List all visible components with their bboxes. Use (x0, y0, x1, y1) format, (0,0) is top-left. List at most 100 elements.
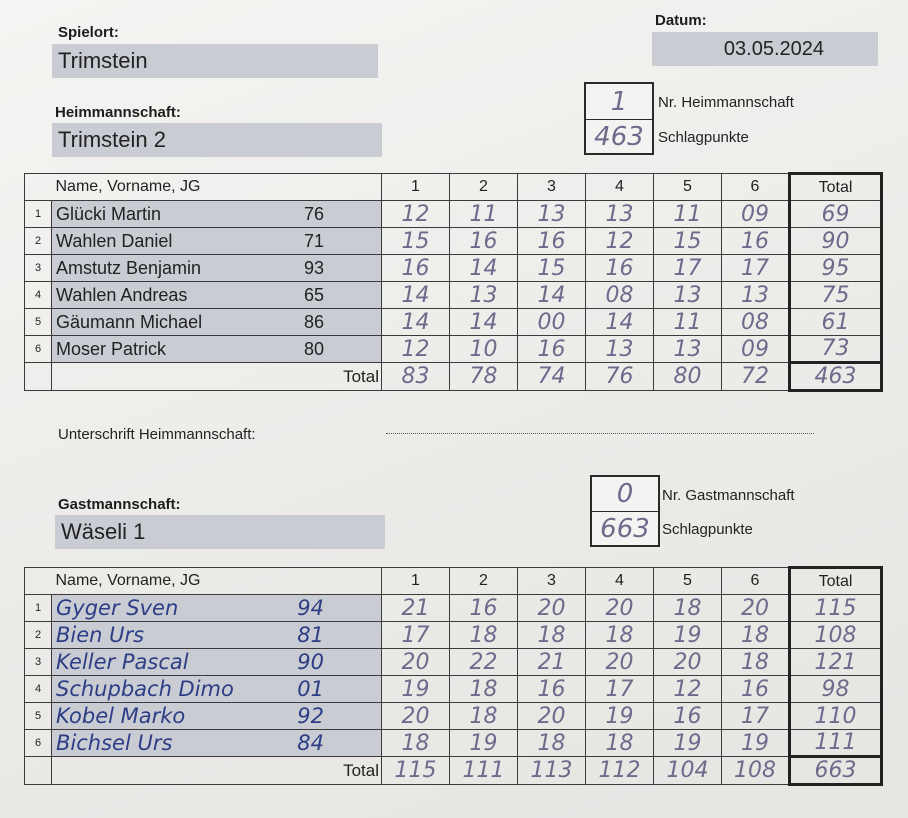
player-name-cell[interactable]: Glücki Martin 76 (51, 200, 382, 228)
round-total-cell[interactable]: 108 (721, 756, 790, 785)
score-cell[interactable]: 15 (653, 227, 722, 255)
player-name-cell[interactable]: Kobel Marko 92 (51, 702, 382, 730)
score-cell[interactable]: 15 (517, 254, 586, 282)
score-cell[interactable]: 14 (381, 308, 450, 336)
player-name-cell[interactable]: Bichsel Urs 84 (51, 729, 382, 757)
score-cell[interactable]: 15 (381, 227, 450, 255)
score-cell[interactable]: 19 (449, 729, 518, 757)
score-cell[interactable]: 18 (449, 621, 518, 649)
score-cell[interactable]: 12 (585, 227, 654, 255)
score-cell[interactable]: 13 (653, 335, 722, 363)
score-cell[interactable]: 08 (585, 281, 654, 309)
score-cell[interactable]: 21 (517, 648, 586, 676)
score-cell[interactable]: 18 (585, 621, 654, 649)
score-cell[interactable]: 18 (721, 648, 790, 676)
score-cell[interactable]: 22 (449, 648, 518, 676)
score-cell[interactable]: 11 (449, 200, 518, 228)
score-cell[interactable]: 13 (721, 281, 790, 309)
score-cell[interactable]: 16 (517, 227, 586, 255)
player-total-cell[interactable]: 95 (788, 254, 883, 282)
score-cell[interactable]: 17 (653, 254, 722, 282)
score-cell[interactable]: 12 (381, 335, 450, 363)
score-cell[interactable]: 12 (381, 200, 450, 228)
player-total-cell[interactable]: 115 (788, 594, 883, 622)
score-cell[interactable]: 20 (381, 702, 450, 730)
score-cell[interactable]: 18 (449, 675, 518, 703)
score-cell[interactable]: 16 (449, 227, 518, 255)
score-cell[interactable]: 19 (653, 621, 722, 649)
player-total-cell[interactable]: 73 (788, 335, 883, 363)
score-cell[interactable]: 08 (721, 308, 790, 336)
score-cell[interactable]: 20 (585, 648, 654, 676)
score-cell[interactable]: 20 (517, 594, 586, 622)
score-cell[interactable]: 19 (721, 729, 790, 757)
player-name-cell[interactable]: Wahlen Andreas 65 (51, 281, 382, 309)
grand-total-cell[interactable]: 663 (788, 755, 883, 786)
home-team-field[interactable]: Trimstein 2 (52, 123, 382, 157)
round-total-cell[interactable]: 72 (721, 362, 790, 391)
round-total-cell[interactable]: 113 (517, 756, 586, 785)
score-cell[interactable]: 16 (517, 335, 586, 363)
round-total-cell[interactable]: 78 (449, 362, 518, 391)
score-cell[interactable]: 20 (381, 648, 450, 676)
score-cell[interactable]: 17 (721, 254, 790, 282)
score-cell[interactable]: 18 (585, 729, 654, 757)
score-cell[interactable]: 18 (721, 621, 790, 649)
home-points-box[interactable]: 463 (584, 119, 654, 155)
round-total-cell[interactable]: 74 (517, 362, 586, 391)
score-cell[interactable]: 09 (721, 335, 790, 363)
score-cell[interactable]: 14 (449, 254, 518, 282)
player-name-cell[interactable]: Moser Patrick 80 (51, 335, 382, 363)
score-cell[interactable]: 13 (449, 281, 518, 309)
round-total-cell[interactable]: 76 (585, 362, 654, 391)
score-cell[interactable]: 20 (721, 594, 790, 622)
score-cell[interactable]: 18 (449, 702, 518, 730)
score-cell[interactable]: 14 (449, 308, 518, 336)
signature-line[interactable] (386, 432, 814, 434)
score-cell[interactable]: 09 (721, 200, 790, 228)
score-cell[interactable]: 19 (381, 675, 450, 703)
player-total-cell[interactable]: 121 (788, 648, 883, 676)
score-cell[interactable]: 17 (585, 675, 654, 703)
score-cell[interactable]: 20 (653, 648, 722, 676)
player-name-cell[interactable]: Keller Pascal 90 (51, 648, 382, 676)
score-cell[interactable]: 14 (517, 281, 586, 309)
score-cell[interactable]: 16 (381, 254, 450, 282)
score-cell[interactable]: 13 (517, 200, 586, 228)
score-cell[interactable]: 17 (721, 702, 790, 730)
round-total-cell[interactable]: 111 (449, 756, 518, 785)
score-cell[interactable]: 14 (381, 281, 450, 309)
score-cell[interactable]: 21 (381, 594, 450, 622)
player-total-cell[interactable]: 75 (788, 281, 883, 309)
score-cell[interactable]: 18 (517, 621, 586, 649)
score-cell[interactable]: 19 (585, 702, 654, 730)
score-cell[interactable]: 13 (585, 335, 654, 363)
score-cell[interactable]: 20 (585, 594, 654, 622)
round-total-cell[interactable]: 115 (381, 756, 450, 785)
score-cell[interactable]: 12 (653, 675, 722, 703)
score-cell[interactable]: 00 (517, 308, 586, 336)
player-total-cell[interactable]: 111 (788, 729, 883, 757)
player-total-cell[interactable]: 110 (788, 702, 883, 730)
score-cell[interactable]: 10 (449, 335, 518, 363)
player-total-cell[interactable]: 108 (788, 621, 883, 649)
grand-total-cell[interactable]: 463 (788, 361, 883, 392)
score-cell[interactable]: 13 (585, 200, 654, 228)
score-cell[interactable]: 16 (653, 702, 722, 730)
round-total-cell[interactable]: 80 (653, 362, 722, 391)
datum-field[interactable]: 03.05.2024 (652, 32, 878, 66)
player-name-cell[interactable]: Wahlen Daniel 71 (51, 227, 382, 255)
guest-points-box[interactable]: 663 (590, 511, 660, 547)
score-cell[interactable]: 20 (517, 702, 586, 730)
score-cell[interactable]: 18 (381, 729, 450, 757)
player-name-cell[interactable]: Schupbach Dimo 01 (51, 675, 382, 703)
player-name-cell[interactable]: Bien Urs 81 (51, 621, 382, 649)
player-total-cell[interactable]: 69 (788, 200, 883, 228)
spielort-field[interactable]: Trimstein (52, 44, 378, 78)
guest-nr-box[interactable]: 0 (590, 475, 660, 512)
score-cell[interactable]: 18 (517, 729, 586, 757)
score-cell[interactable]: 16 (585, 254, 654, 282)
score-cell[interactable]: 14 (585, 308, 654, 336)
score-cell[interactable]: 16 (721, 227, 790, 255)
score-cell[interactable]: 18 (653, 594, 722, 622)
